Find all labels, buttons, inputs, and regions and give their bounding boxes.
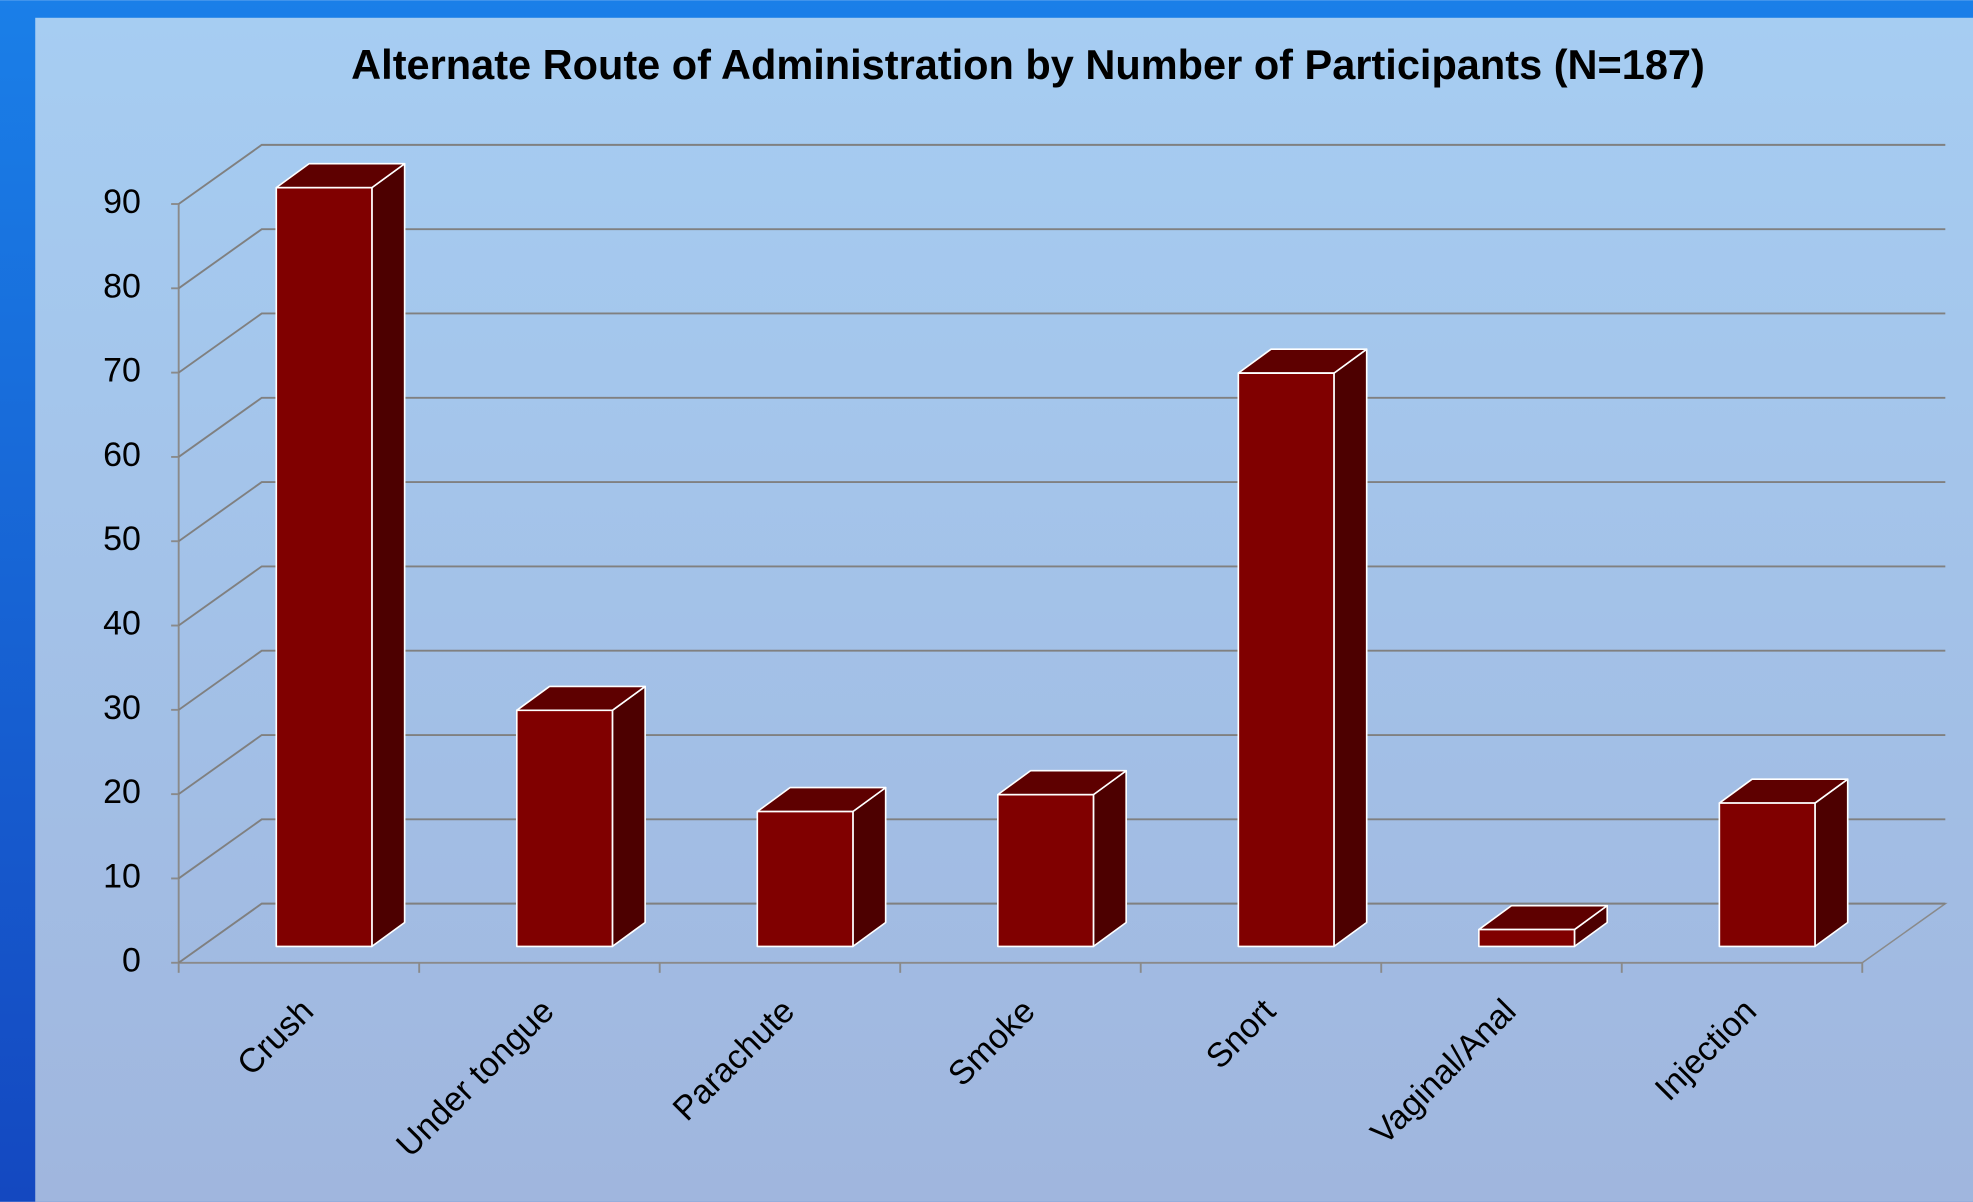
bar-side (852, 786, 887, 948)
y-tick-label: 30 (103, 689, 141, 727)
bar (275, 186, 373, 948)
bar-side (371, 162, 406, 948)
y-tick-label: 60 (103, 436, 141, 474)
y-tick-label: 90 (103, 183, 141, 221)
y-tick-label: 0 (122, 942, 141, 980)
y-tick-label: 40 (103, 605, 141, 643)
bar-side (1814, 778, 1849, 948)
y-tick-label: 70 (103, 352, 141, 390)
y-tick-label: 80 (103, 267, 141, 305)
grid-line (178, 818, 1946, 880)
grid-line (178, 228, 1946, 290)
bar-side (1092, 769, 1127, 948)
grid-line (178, 481, 1946, 542)
bar-side (611, 685, 646, 948)
chart-title: Alternate Route of Administration by Num… (351, 41, 1705, 88)
grid-line (178, 396, 1946, 458)
grid-line (178, 902, 1946, 964)
y-tick-label: 10 (103, 857, 141, 895)
y-tick-label: 20 (103, 773, 141, 811)
bar-side (1333, 348, 1368, 948)
grid-line (178, 649, 1946, 711)
bar (1237, 372, 1335, 948)
bar (997, 793, 1095, 948)
bar (756, 810, 854, 948)
grid-line (178, 312, 1946, 374)
bar (1478, 928, 1576, 948)
grid-line (178, 565, 1946, 627)
bar (515, 709, 614, 948)
bar (1718, 802, 1816, 948)
y-tick-label: 50 (103, 520, 141, 558)
grid-line (178, 734, 1946, 795)
grid-line (178, 143, 1946, 205)
